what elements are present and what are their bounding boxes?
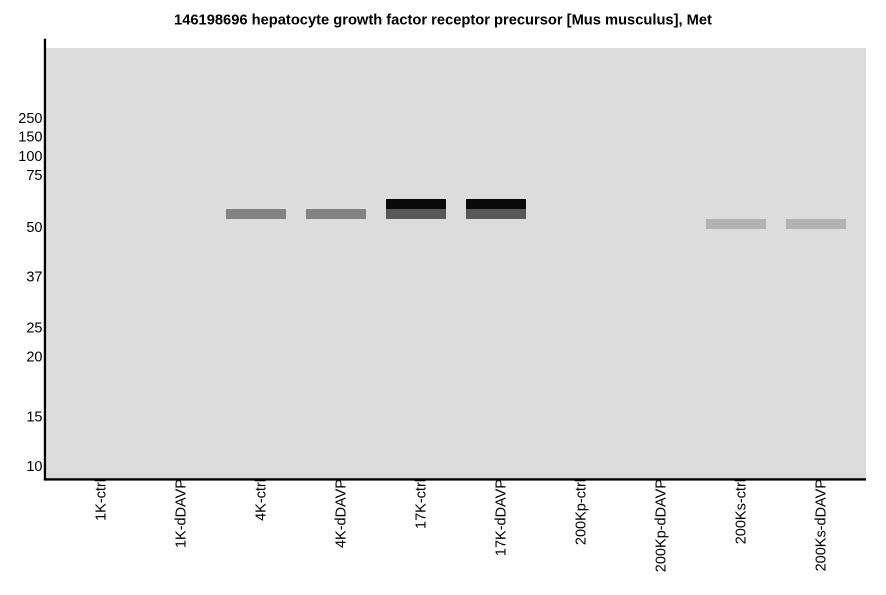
svg-text:10: 10 — [26, 459, 42, 475]
svg-text:1K-ctrl: 1K-ctrl — [94, 479, 110, 521]
svg-text:146198696 hepatocyte growth fa: 146198696 hepatocyte growth factor recep… — [174, 13, 712, 29]
svg-text:4K-dDAVP: 4K-dDAVP — [334, 479, 350, 548]
svg-text:50: 50 — [26, 220, 42, 236]
svg-text:250: 250 — [18, 111, 42, 127]
svg-text:100: 100 — [18, 149, 42, 165]
svg-text:15: 15 — [26, 409, 42, 425]
svg-text:200Kp-dDAVP: 200Kp-dDAVP — [654, 479, 670, 572]
svg-text:25: 25 — [26, 321, 42, 337]
svg-text:200Ks-ctrl: 200Ks-ctrl — [734, 479, 750, 544]
svg-text:1K-dDAVP: 1K-dDAVP — [174, 479, 190, 548]
svg-text:150: 150 — [18, 130, 42, 146]
svg-text:17K-dDAVP: 17K-dDAVP — [494, 479, 510, 556]
svg-text:4K-ctrl: 4K-ctrl — [254, 479, 270, 521]
svg-text:20: 20 — [26, 350, 42, 366]
svg-text:75: 75 — [26, 168, 42, 184]
svg-text:200Ks-dDAVP: 200Ks-dDAVP — [814, 479, 830, 571]
svg-text:37: 37 — [26, 270, 42, 286]
svg-text:200Kp-ctrl: 200Kp-ctrl — [574, 479, 590, 545]
svg-text:17K-ctrl: 17K-ctrl — [414, 479, 430, 529]
